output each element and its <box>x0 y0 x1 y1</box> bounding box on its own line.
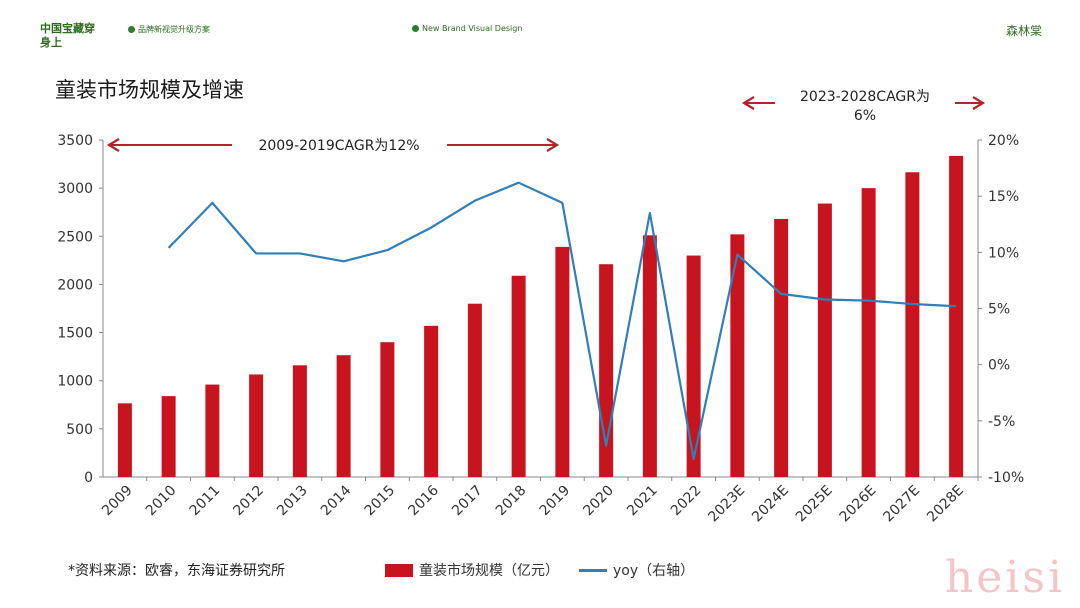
y-right-tick-label: 5% <box>988 302 1010 318</box>
x-tick-label: 2026E <box>837 483 880 526</box>
x-tick-label: 2020 <box>580 483 617 520</box>
x-tick-label: 2014 <box>318 482 355 519</box>
y-right-tick-label: 10% <box>988 245 1019 261</box>
x-tick-label: 2021 <box>624 483 661 520</box>
green-dot-icon <box>412 25 419 32</box>
y-left-tick-label: 1500 <box>57 326 93 342</box>
bar-2022 <box>686 255 701 477</box>
bar-2019 <box>555 246 570 477</box>
cagr-2009-2019-label: 2009-2019CAGR为12% <box>258 138 419 154</box>
bar-2011 <box>205 384 220 477</box>
x-tick-label: 2027E <box>880 483 923 526</box>
bar-2016 <box>424 325 439 477</box>
arrow-left-icon-head <box>106 138 120 152</box>
x-tick-label: 2015 <box>362 483 399 520</box>
y-left-tick-label: 500 <box>66 422 93 438</box>
x-tick-label: 2022 <box>668 483 705 520</box>
y-left-tick-label: 0 <box>84 470 93 486</box>
y-right-tick-label: 20% <box>988 133 1019 149</box>
bar-2024E <box>774 218 789 477</box>
bar-2018 <box>511 275 526 477</box>
x-tick-label: 2019 <box>537 483 574 520</box>
x-tick-label: 2009 <box>99 483 136 520</box>
brand-logo-text: 中国宝藏穿身上 <box>40 22 95 49</box>
y-left-tick-label: 2500 <box>57 229 93 245</box>
y-right-tick-label: -5% <box>988 414 1015 430</box>
bar-2021 <box>642 235 657 477</box>
legend-bar-label: 童装市场规模（亿元） <box>419 563 559 579</box>
legend-line-swatch <box>579 568 607 572</box>
y-right-tick-label: 0% <box>988 358 1010 374</box>
arrow-right-icon-head <box>546 138 560 152</box>
bar-2012 <box>249 374 264 477</box>
y-right-tick-label: -10% <box>988 470 1024 486</box>
y-right-tick-label: 15% <box>988 189 1019 205</box>
x-tick-label: 2011 <box>187 483 224 520</box>
tag-solution: 品牌新视觉升级方案 <box>128 24 210 35</box>
bar-2025E <box>817 203 832 477</box>
chart-legend: 童装市场规模（亿元） yoy（右轴） <box>385 560 694 580</box>
bar-2014 <box>336 355 351 477</box>
tag-solution-label: 品牌新视觉升级方案 <box>138 25 210 34</box>
arrow-right-icon-head <box>972 96 986 110</box>
x-tick-label: 2017 <box>449 483 486 520</box>
x-tick-label: 2012 <box>230 483 267 520</box>
y-left-tick-label: 2000 <box>57 277 93 293</box>
x-tick-label: 2028E <box>924 483 967 526</box>
cagr-2023-2028-label: 2023-2028CAGR为 <box>800 89 930 105</box>
x-tick-label: 2013 <box>274 483 311 520</box>
tag-visual-design-label: New Brand Visual Design <box>422 24 523 33</box>
bar-2009 <box>117 403 132 477</box>
bar-2015 <box>380 342 395 477</box>
bar-2023E <box>730 234 745 477</box>
yoy-series <box>167 181 957 461</box>
bar-2017 <box>467 303 482 477</box>
bar-2013 <box>292 365 307 477</box>
green-dot-icon <box>128 26 135 33</box>
x-tick-label: 2010 <box>143 483 180 520</box>
bar-2028E <box>949 155 964 477</box>
y-left-tick-label: 3500 <box>57 133 93 149</box>
bar-series <box>117 155 964 477</box>
legend-bar-swatch <box>385 563 413 577</box>
x-tick-label: 2018 <box>493 483 530 520</box>
cagr-annotations: 2009-2019CAGR为12% 2023-2028CAGR为 6% <box>106 89 986 154</box>
x-tick-label: 2016 <box>405 482 442 519</box>
y-left-tick-label: 3000 <box>57 181 93 197</box>
x-tick-label: 2024E <box>749 483 792 526</box>
page-title: 童装市场规模及增速 <box>55 78 244 102</box>
x-tick-label: 2025E <box>793 483 836 526</box>
tag-visual-design: New Brand Visual Design <box>412 24 522 33</box>
bar-2010 <box>161 396 176 477</box>
data-source-note: *资料来源：欧睿，东海证券研究所 <box>68 563 285 579</box>
watermark: heisi <box>944 552 1065 603</box>
legend-line-label: yoy（右轴） <box>613 563 695 579</box>
cagr-2023-2028-value: 6% <box>854 108 876 124</box>
bar-2027E <box>905 172 920 477</box>
x-tick-label: 2023E <box>705 483 748 526</box>
y-left-tick-label: 1000 <box>57 374 93 390</box>
corner-brand: 森林棠 <box>1005 24 1042 38</box>
bar-2026E <box>861 188 876 477</box>
arrow-left-icon-head <box>741 96 755 110</box>
